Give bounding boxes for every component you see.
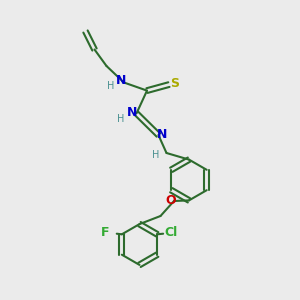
Text: N: N — [116, 74, 127, 88]
Text: N: N — [127, 106, 137, 119]
Text: F: F — [101, 226, 110, 239]
Text: N: N — [157, 128, 167, 141]
Text: O: O — [165, 194, 176, 207]
Text: H: H — [107, 81, 114, 92]
Text: H: H — [152, 150, 160, 160]
Text: H: H — [117, 113, 124, 124]
Text: S: S — [170, 77, 179, 90]
Text: Cl: Cl — [164, 226, 177, 239]
